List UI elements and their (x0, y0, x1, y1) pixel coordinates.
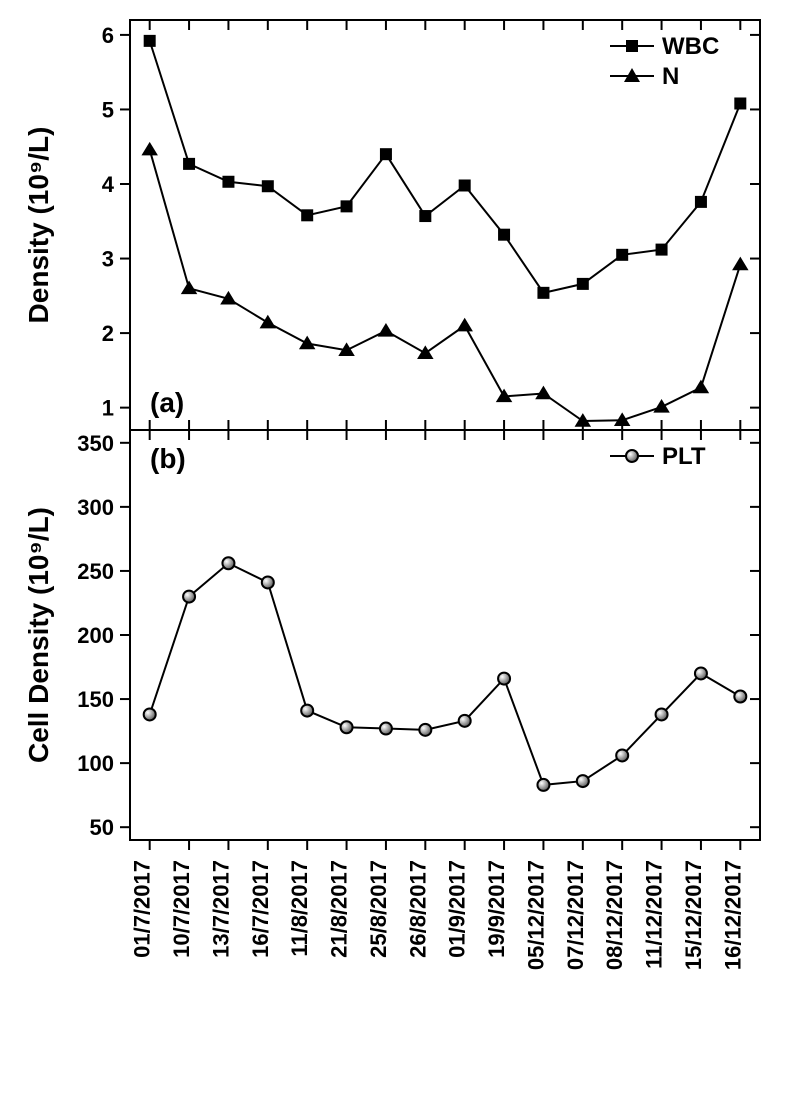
svg-text:150: 150 (77, 687, 114, 712)
x-tick-label: 10/7/2017 (169, 860, 194, 958)
x-tick-label: 11/8/2017 (287, 860, 312, 957)
svg-text:Density (10⁹/L): Density (10⁹/L) (23, 127, 54, 324)
svg-text:5: 5 (102, 97, 114, 122)
svg-text:2: 2 (102, 321, 114, 346)
svg-text:Cell Density (10⁹/L): Cell Density (10⁹/L) (23, 507, 54, 763)
x-tick-label: 21/8/2017 (327, 860, 352, 958)
series-N (150, 150, 741, 421)
figure: 1 2 3 4 5 6 Density (10⁹/L) (a) WBC N 50 100 150 200 2… (0, 0, 789, 1103)
svg-text:100: 100 (77, 751, 114, 776)
svg-text:250: 250 (77, 559, 114, 584)
x-tick-label: 11/12/2017 (642, 860, 667, 969)
x-tick-label: 25/8/2017 (366, 860, 391, 958)
svg-text:(b): (b) (150, 443, 186, 474)
legend-plt: PLT (662, 443, 706, 470)
x-tick-label: 13/7/2017 (208, 860, 233, 958)
x-tick-label: 08/12/2017 (602, 860, 627, 970)
legend-wbc: WBC (662, 33, 719, 60)
x-tick-label: 15/12/2017 (681, 860, 706, 970)
x-tick-label: 19/9/2017 (484, 860, 509, 958)
x-tick-label: 16/7/2017 (248, 860, 273, 958)
legend-n: N (662, 63, 679, 90)
x-tick-label: 01/9/2017 (445, 860, 470, 958)
x-tick-label: 07/12/2017 (563, 860, 588, 970)
chart-svg: 1 2 3 4 5 6 Density (10⁹/L) (a) WBC N 50 100 150 200 2… (0, 0, 789, 1103)
x-tick-label: 01/7/2017 (130, 860, 155, 958)
svg-text:3: 3 (102, 247, 114, 272)
svg-text:(a): (a) (150, 387, 184, 418)
x-tick-label: 26/8/2017 (405, 860, 430, 958)
svg-text:1: 1 (102, 396, 114, 421)
x-tick-label: 16/12/2017 (720, 860, 745, 970)
series-PLT (150, 563, 741, 785)
series-WBC (150, 41, 741, 293)
svg-text:6: 6 (102, 23, 114, 48)
panel-b-frame (130, 430, 760, 840)
svg-text:350: 350 (77, 431, 114, 456)
svg-text:50: 50 (90, 815, 114, 840)
x-tick-label: 05/12/2017 (523, 860, 548, 970)
svg-text:300: 300 (77, 495, 114, 520)
svg-text:4: 4 (102, 172, 115, 197)
svg-text:200: 200 (77, 623, 114, 648)
